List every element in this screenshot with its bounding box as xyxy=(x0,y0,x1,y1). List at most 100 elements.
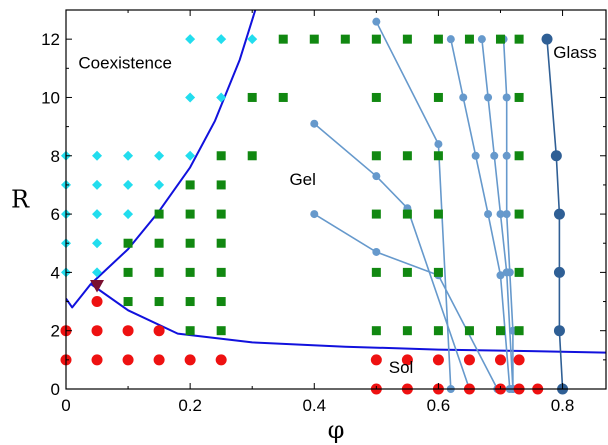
glass-transition-line xyxy=(450,39,511,390)
coexistence-point xyxy=(154,179,165,190)
sol-point xyxy=(122,325,134,337)
x-tick-label: 0.6 xyxy=(427,396,451,415)
gel-point xyxy=(433,34,443,44)
gel-point xyxy=(278,92,288,102)
gel-point xyxy=(185,238,195,248)
glass-transition-point xyxy=(477,35,486,44)
coexistence-point xyxy=(216,34,227,45)
region-label-coexistence: Coexistence xyxy=(78,53,172,72)
glass-dark-point xyxy=(541,33,553,45)
sol-point xyxy=(184,354,196,366)
gel-point xyxy=(514,326,524,336)
gel-point xyxy=(216,209,226,219)
gel-point xyxy=(514,151,524,161)
gel-point xyxy=(185,267,195,277)
gel-point xyxy=(123,267,133,277)
axes: 0 0.2 0.4 0.6 0.8 0 2 4 6 8 10 12 xyxy=(41,9,607,415)
gel-point xyxy=(216,151,226,161)
coexistence-point xyxy=(216,92,227,103)
boundary-lines xyxy=(66,10,606,354)
glass-transition-point xyxy=(434,140,443,149)
gel-point xyxy=(154,238,164,248)
data-markers xyxy=(60,34,544,395)
y-tick-label: 2 xyxy=(51,322,60,341)
critical-point-marker xyxy=(90,279,105,293)
gel-point xyxy=(433,151,443,161)
coexistence-point xyxy=(185,92,196,103)
x-axis-label: φ xyxy=(328,416,345,444)
x-tick-label: 0 xyxy=(61,396,70,415)
glass-dark-point xyxy=(553,208,565,220)
x-tick-label: 0.4 xyxy=(302,396,326,415)
gel-point xyxy=(371,151,381,161)
coexistence-point xyxy=(154,150,165,161)
sol-point xyxy=(122,354,134,366)
glass-transition-point xyxy=(372,172,381,181)
coexistence-point xyxy=(123,150,134,161)
gel-point xyxy=(154,209,164,219)
region-labels: Coexistence Gel Sol Glass xyxy=(78,43,596,377)
sol-point xyxy=(513,354,525,366)
coexistence-point xyxy=(92,179,103,190)
gel-point xyxy=(464,34,474,44)
coexistence-point xyxy=(92,150,103,161)
glass-transition-point xyxy=(496,271,505,280)
gel-point xyxy=(371,92,381,102)
sol-point xyxy=(153,325,165,337)
gel-point xyxy=(433,92,443,102)
gel-point xyxy=(371,34,381,44)
region-label-sol: Sol xyxy=(389,358,414,377)
gel-point xyxy=(402,326,412,336)
gel-point xyxy=(309,34,319,44)
glass-transition-point xyxy=(372,17,381,26)
gel-point xyxy=(495,326,505,336)
coexistence-point xyxy=(92,267,103,278)
gel-point xyxy=(278,34,288,44)
gel-point xyxy=(433,209,443,219)
gel-point xyxy=(402,151,412,161)
y-tick-label: 0 xyxy=(51,380,60,399)
sol-point xyxy=(91,354,103,366)
coexistence-point xyxy=(185,150,196,161)
gel-point xyxy=(371,326,381,336)
region-label-gel: Gel xyxy=(289,170,315,189)
y-tick-label: 12 xyxy=(41,30,60,49)
x-tick-label: 0.8 xyxy=(551,396,575,415)
gel-point xyxy=(402,209,412,219)
gel-point xyxy=(514,92,524,102)
glass-transition-point xyxy=(459,93,468,102)
coexistence-point xyxy=(185,34,196,45)
gel-point xyxy=(154,297,164,307)
glass-dark-point xyxy=(553,325,565,337)
gel-point xyxy=(123,297,133,307)
coexistence-point xyxy=(92,238,103,249)
glass-transition-point xyxy=(505,268,514,277)
glass-transition-point xyxy=(496,210,505,219)
gel-point xyxy=(247,151,257,161)
y-tick-label: 6 xyxy=(51,205,60,224)
coexistence-point xyxy=(247,34,258,45)
gel-point xyxy=(185,297,195,307)
glass-transition-point xyxy=(502,93,511,102)
glass-transition-point xyxy=(471,151,480,160)
gel-point xyxy=(216,180,226,190)
glass-transition-point xyxy=(372,247,381,256)
gel-point xyxy=(514,209,524,219)
gel-point xyxy=(340,34,350,44)
plot-frame xyxy=(65,9,607,390)
sol-boundary xyxy=(90,283,606,354)
gel-point xyxy=(371,267,381,277)
glass-transition-point xyxy=(502,151,511,160)
sol-point xyxy=(91,325,103,337)
y-tick-label: 4 xyxy=(51,263,60,282)
gel-point xyxy=(216,238,226,248)
gel-point xyxy=(402,34,412,44)
sol-point xyxy=(370,354,382,366)
coexistence-boundary-left xyxy=(66,283,92,309)
sol-point xyxy=(463,354,475,366)
y-tick-label: 8 xyxy=(51,147,60,166)
sol-point xyxy=(432,354,444,366)
region-label-glass: Glass xyxy=(553,43,596,62)
sol-point xyxy=(91,296,103,308)
